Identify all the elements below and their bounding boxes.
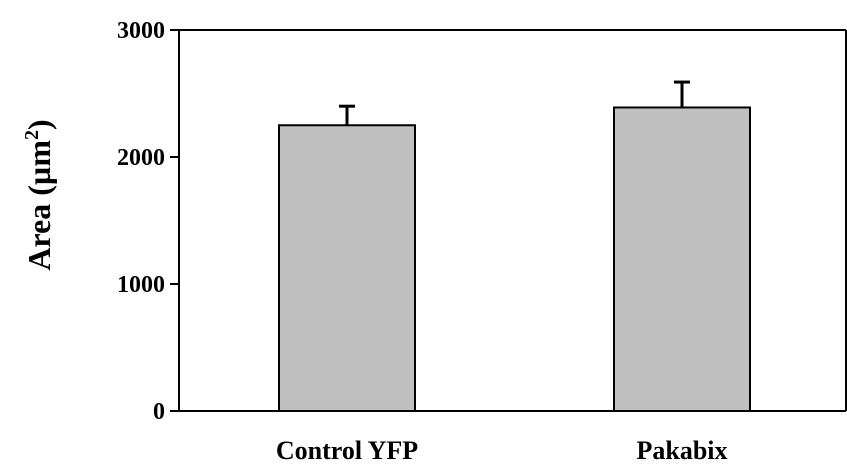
y-tick-label: 1000 [117, 272, 165, 298]
y-tick-label: 3000 [117, 18, 165, 44]
y-tick-label: 0 [153, 399, 165, 425]
y-axis-title: Area (µm2) [21, 119, 57, 270]
x-category-label: Control YFP [276, 436, 418, 465]
x-category-label: Pakabix [636, 436, 727, 465]
bar [613, 106, 751, 412]
y-tick-label: 2000 [117, 145, 165, 171]
bar [278, 124, 416, 412]
plot-area: 0 1000 2000 3000 Control YFP Pakabix [117, 18, 847, 465]
